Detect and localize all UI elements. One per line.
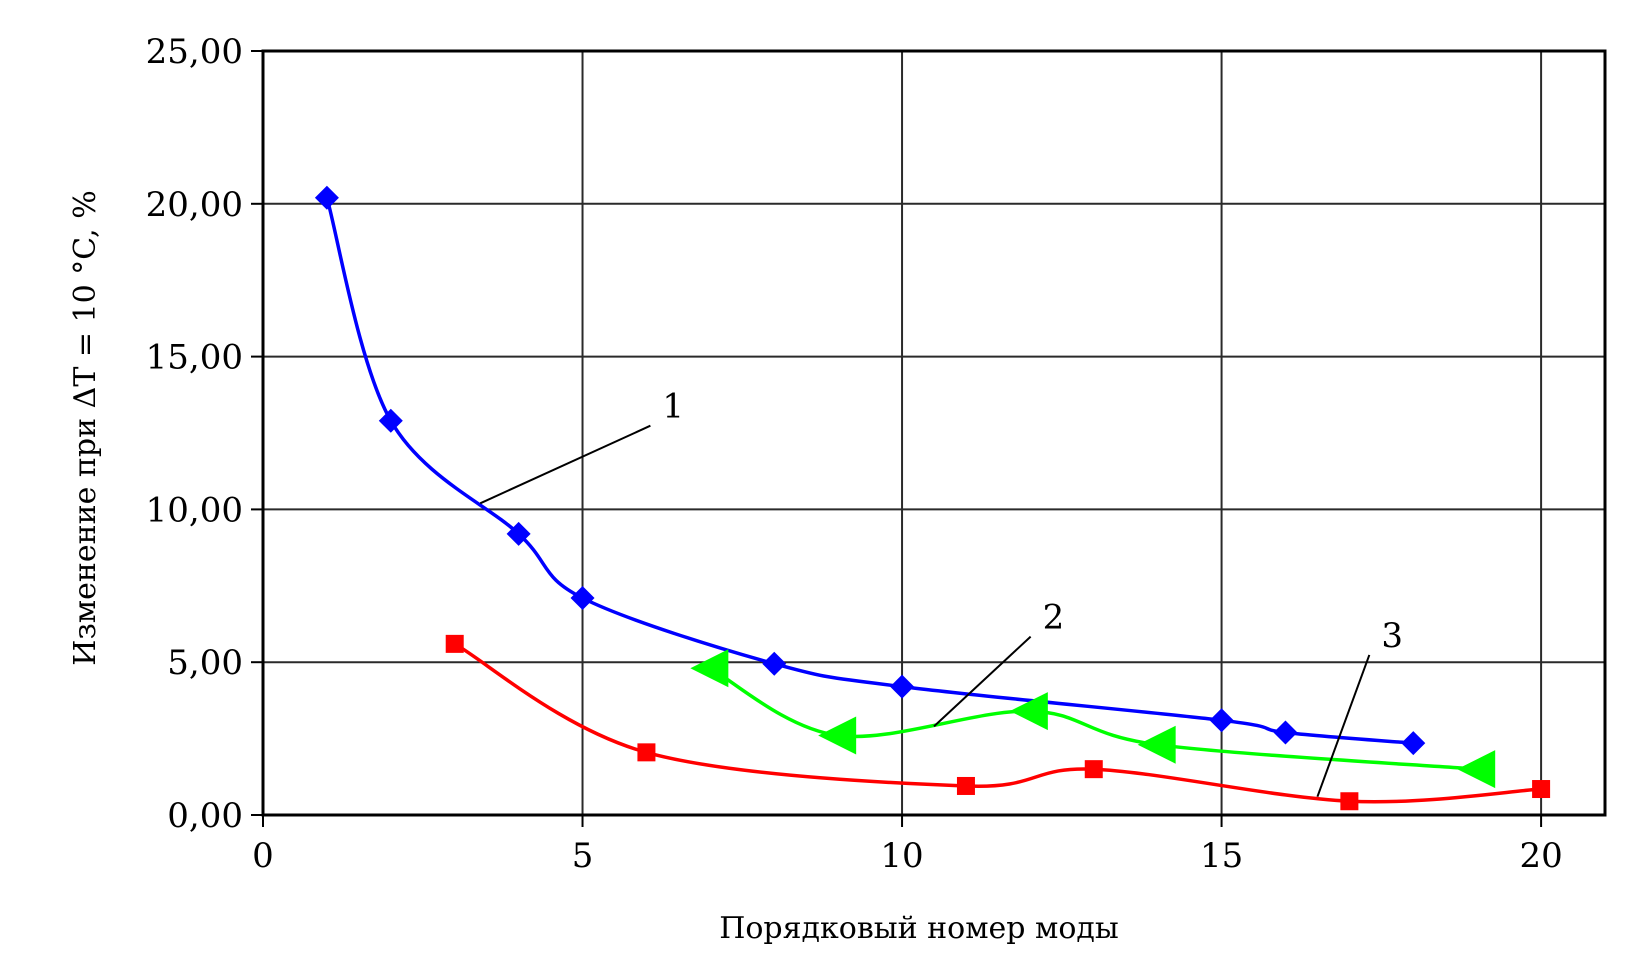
series-2-point bbox=[1009, 692, 1048, 731]
x-tick-label: 0 bbox=[252, 836, 274, 876]
x-tick-label: 15 bbox=[1200, 836, 1243, 876]
series-1-point bbox=[314, 185, 339, 210]
series-3: 3 bbox=[445, 616, 1551, 811]
series-2-point bbox=[818, 716, 857, 755]
series-2: 2 bbox=[690, 598, 1496, 789]
series-3-callout-line bbox=[1316, 654, 1371, 798]
series-3-point bbox=[1532, 780, 1551, 799]
series-1-callout-line bbox=[479, 424, 651, 505]
y-tick-label: 15,00 bbox=[146, 338, 243, 378]
series-2-point bbox=[690, 649, 729, 688]
series-1-point bbox=[1273, 720, 1298, 745]
series-2-callout-line bbox=[933, 635, 1032, 728]
series-3-point bbox=[956, 776, 975, 795]
series-1-point bbox=[506, 521, 531, 546]
tick-layer: 0 5 10 15 20 0,00 5,00 10,00 15,00 20,00 25,00 bbox=[146, 32, 1563, 876]
y-tick-label: 25,00 bbox=[146, 32, 243, 72]
series-3-point bbox=[445, 634, 464, 653]
series-2-point bbox=[1137, 725, 1176, 764]
x-tick-label: 5 bbox=[572, 836, 594, 876]
x-axis-title: Порядковый номер моды bbox=[719, 911, 1119, 946]
x-tick-label: 20 bbox=[1519, 836, 1562, 876]
series-3-point bbox=[637, 743, 656, 762]
y-tick-label: 5,00 bbox=[167, 643, 243, 683]
series-1-callout-label: 1 bbox=[662, 387, 684, 427]
y-axis-title: Изменение при ΔT = 10 °C, % bbox=[68, 190, 103, 665]
series-3-point bbox=[1340, 792, 1359, 811]
x-tick-label: 10 bbox=[880, 836, 923, 876]
y-tick-label: 20,00 bbox=[146, 185, 243, 225]
series-1-point bbox=[570, 586, 595, 611]
y-tick-label: 10,00 bbox=[146, 490, 243, 530]
series-1-point bbox=[762, 651, 787, 676]
y-tick-label: 0,00 bbox=[167, 796, 243, 836]
series-2-line bbox=[709, 666, 1478, 771]
series-1-point bbox=[1209, 708, 1234, 733]
series-3-point bbox=[1084, 760, 1103, 779]
series-2-callout-label: 2 bbox=[1043, 598, 1065, 638]
series-layer: 1 2 3 bbox=[314, 185, 1551, 811]
series-1-point bbox=[890, 674, 915, 699]
grid bbox=[263, 51, 1605, 815]
plot-frame bbox=[261, 49, 1607, 817]
series-2-point bbox=[1457, 750, 1496, 789]
series-3-callout-label: 3 bbox=[1381, 616, 1403, 656]
series-1-point bbox=[378, 408, 403, 433]
series-1: 1 bbox=[314, 185, 1426, 756]
series-1-point bbox=[1401, 731, 1426, 756]
